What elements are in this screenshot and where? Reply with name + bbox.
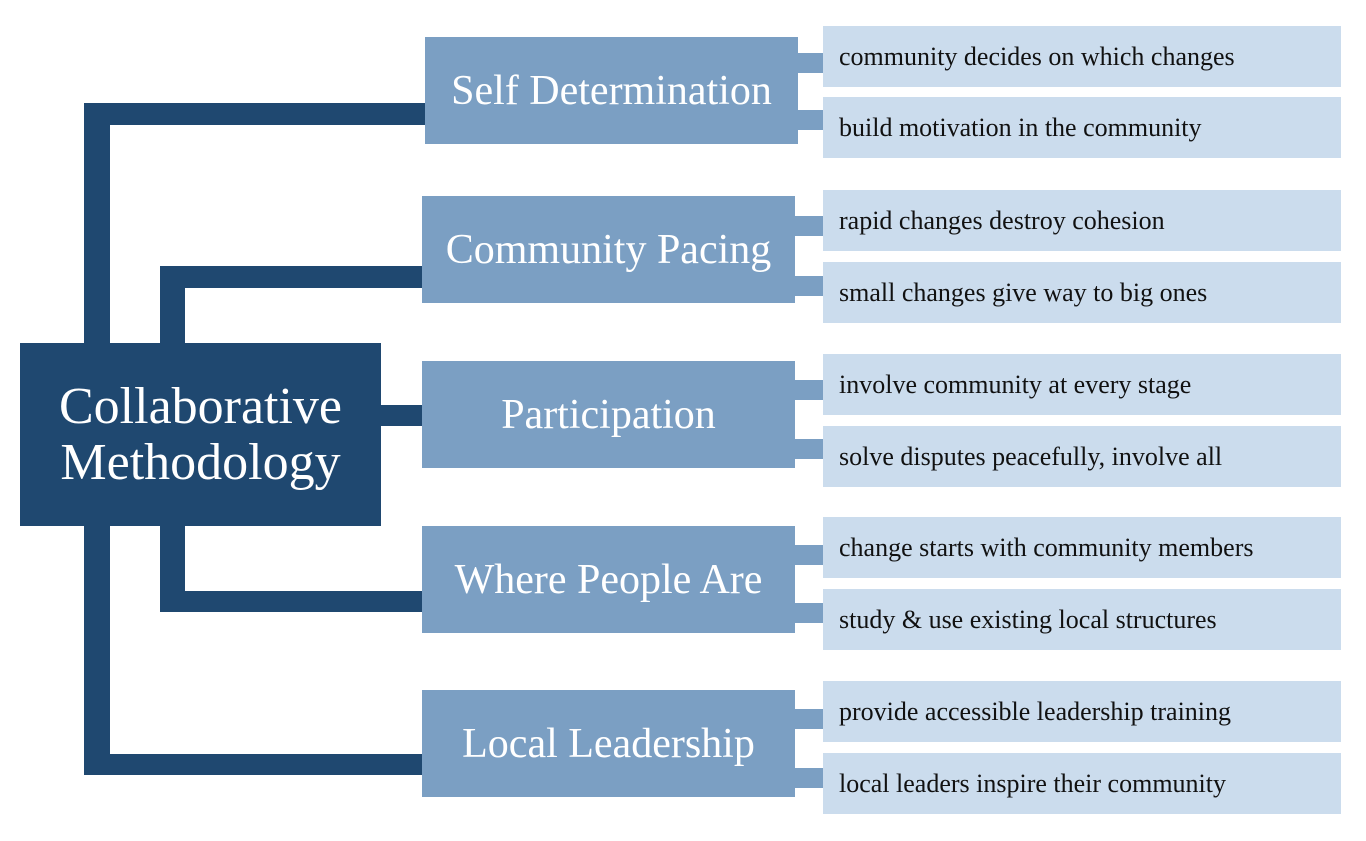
category-label: Local Leadership <box>462 720 755 767</box>
detail-self-determination-1: community decides on which changes <box>823 26 1341 87</box>
detail-label: local leaders inspire their community <box>839 768 1226 798</box>
detail-where-people-are-1: change starts with community members <box>823 517 1341 578</box>
detail-label: small changes give way to big ones <box>839 277 1208 307</box>
category-label: Participation <box>501 391 716 438</box>
root-node: Collaborative Methodology <box>20 343 381 526</box>
category-label: Community Pacing <box>445 226 772 273</box>
category-where-people-are: Where People Are <box>422 526 795 633</box>
root-label-line1: Collaborative <box>58 377 343 435</box>
detail-connector-participation <box>795 380 823 459</box>
detail-label: community decides on which changes <box>839 41 1235 71</box>
connector-local-leadership-horizontal <box>84 754 422 775</box>
detail-community-pacing-2: small changes give way to big ones <box>823 262 1341 323</box>
detail-participation-2: solve disputes peacefully, involve all <box>823 426 1341 487</box>
detail-label: involve community at every stage <box>839 369 1192 399</box>
detail-label: provide accessible leadership training <box>839 696 1232 726</box>
connector-community-pacing-horizontal <box>160 266 422 288</box>
category-label: Where People Are <box>454 556 763 603</box>
connector-local-leadership <box>84 525 110 775</box>
detail-label: build motivation in the community <box>839 112 1202 142</box>
connector-self-determination <box>84 103 110 344</box>
detail-local-leadership-2: local leaders inspire their community <box>823 753 1341 814</box>
detail-connector-local-leadership <box>795 709 823 788</box>
connector-where-people-are-horizontal <box>160 591 422 612</box>
detail-label: change starts with community members <box>839 532 1254 562</box>
detail-participation-1: involve community at every stage <box>823 354 1341 415</box>
detail-self-determination-2: build motivation in the community <box>823 97 1341 158</box>
category-local-leadership: Local Leadership <box>422 690 795 797</box>
root-label-line2: Methodology <box>60 433 341 491</box>
detail-label: rapid changes destroy cohesion <box>839 205 1165 235</box>
connector-participation <box>380 405 422 426</box>
category-participation: Participation <box>422 361 795 468</box>
detail-connector-where-people-are <box>795 545 823 623</box>
category-community-pacing: Community Pacing <box>422 196 795 303</box>
category-label: Self Determination <box>451 67 772 114</box>
detail-connector-community-pacing <box>795 216 823 296</box>
detail-community-pacing-1: rapid changes destroy cohesion <box>823 190 1341 251</box>
category-self-determination: Self Determination <box>425 37 798 144</box>
detail-label: solve disputes peacefully, involve all <box>839 441 1223 471</box>
detail-connector-self-determination <box>798 53 823 130</box>
connector-self-determination-horizontal <box>84 103 426 125</box>
detail-label: study & use existing local structures <box>839 604 1217 634</box>
detail-where-people-are-2: study & use existing local structures <box>823 589 1341 650</box>
detail-local-leadership-1: provide accessible leadership training <box>823 681 1341 742</box>
